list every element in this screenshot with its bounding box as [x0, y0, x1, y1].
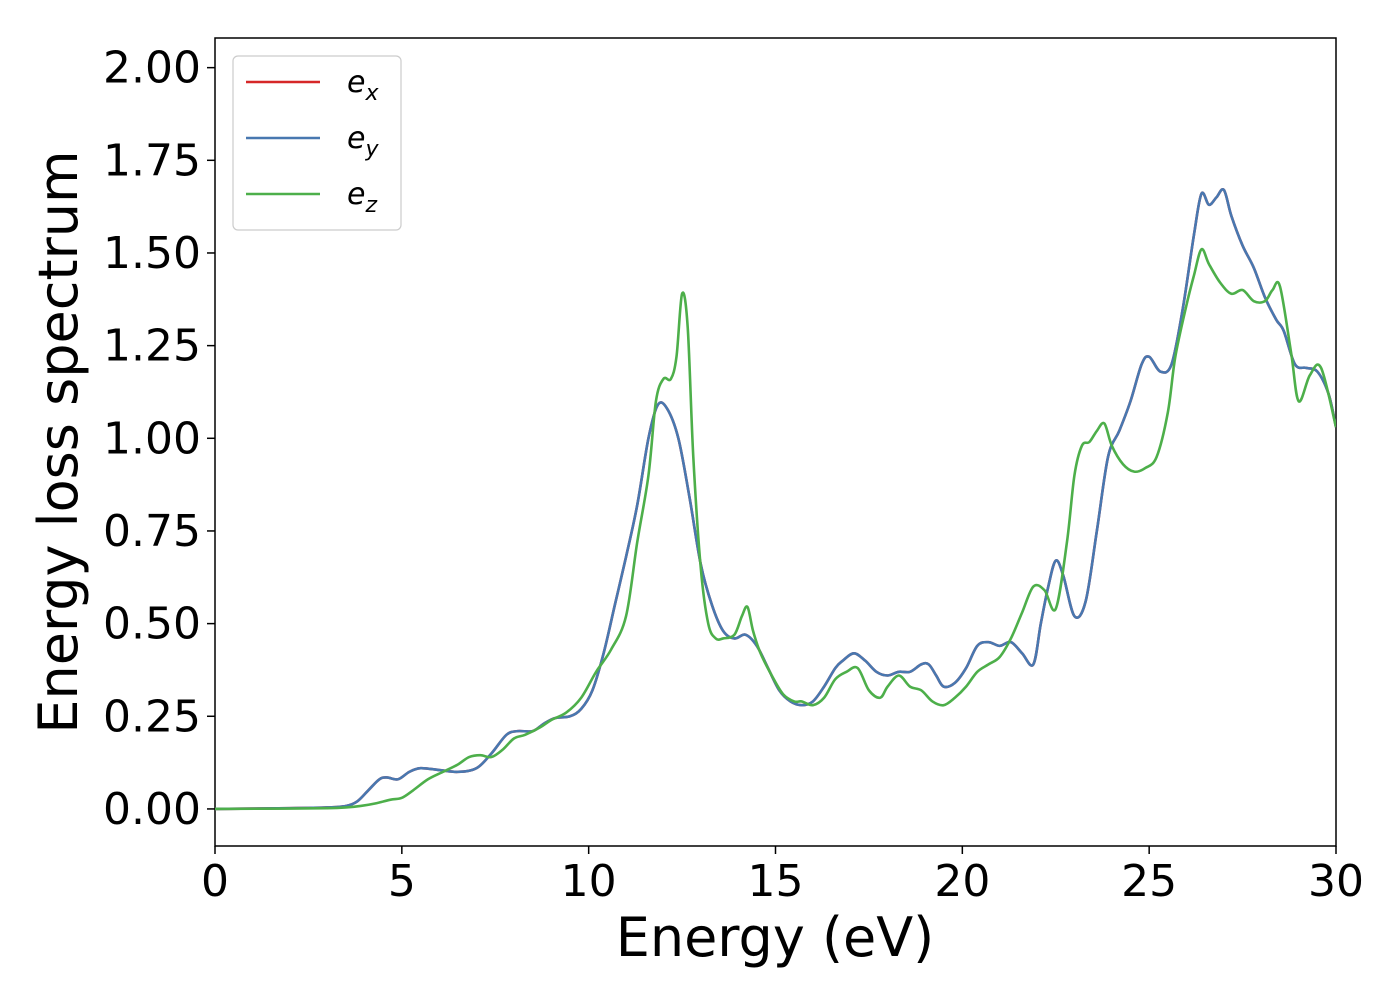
legend-items: ex ey ez — [246, 65, 379, 218]
y-tick-label: 2.00 — [103, 43, 201, 94]
x-axis-ticks: 0 5 10 15 20 25 30 — [201, 846, 1364, 907]
y-tick-label: 0.75 — [103, 506, 201, 557]
legend-label-e-z: ez — [347, 177, 377, 218]
y-tick-label: 1.50 — [103, 228, 201, 279]
y-tick-label: 1.00 — [103, 413, 201, 464]
legend: ex ey ez — [232, 55, 402, 231]
x-tick-label: 15 — [748, 856, 804, 907]
series-group — [215, 187, 1336, 811]
y-tick-label: 1.25 — [103, 321, 201, 372]
legend-label-e-y: ey — [347, 121, 379, 162]
x-axis-title: Energy (eV) — [616, 906, 935, 969]
legend-label-e-x: ex — [347, 65, 379, 106]
y-axis-title: Energy loss spectrum — [27, 150, 90, 733]
x-tick-label: 5 — [388, 856, 416, 907]
y-tick-label: 0.25 — [103, 691, 201, 742]
series-line-e-z — [215, 247, 1336, 811]
x-tick-label: 10 — [561, 856, 617, 907]
x-tick-label: 20 — [934, 856, 990, 907]
x-tick-label: 30 — [1308, 856, 1364, 907]
y-tick-label: 0.00 — [103, 784, 201, 835]
y-tick-label: 1.75 — [103, 135, 201, 186]
y-axis-ticks: 0.00 0.25 0.50 0.75 1.00 1.25 1.50 1.75 2.00 — [103, 43, 215, 835]
y-tick-label: 0.50 — [103, 599, 201, 650]
legend-box — [232, 55, 402, 231]
series-line-e-x — [215, 187, 1336, 811]
series-line-e-y — [215, 187, 1336, 811]
x-tick-label: 0 — [201, 856, 229, 907]
x-tick-label: 25 — [1121, 856, 1177, 907]
